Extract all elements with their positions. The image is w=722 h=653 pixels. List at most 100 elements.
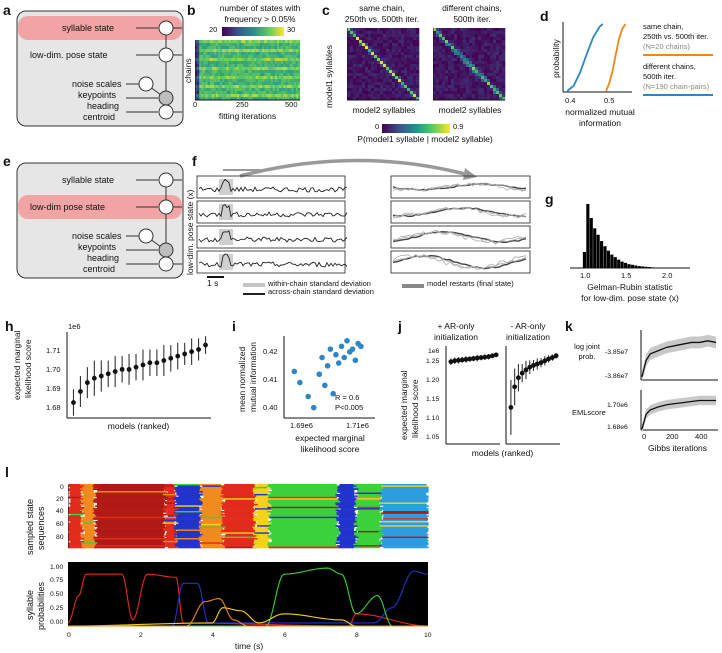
state-segment	[253, 492, 269, 495]
matrix-cell	[442, 88, 446, 92]
matrix-cell	[499, 58, 503, 62]
state-segment	[200, 546, 226, 549]
matrix-cell	[392, 34, 396, 38]
matrix-cell	[356, 85, 360, 89]
heatmap-cell	[264, 76, 267, 80]
matrix-cell	[353, 85, 357, 89]
state-segment	[165, 520, 175, 523]
heatmap-cell	[287, 94, 290, 98]
panel-f-scalebar	[207, 276, 224, 278]
heatmap-cell	[220, 88, 223, 92]
matrix-cell	[350, 49, 354, 53]
matrix-cell	[439, 94, 443, 98]
state-segment	[82, 495, 97, 498]
state-segment	[200, 499, 222, 502]
state-segment	[253, 515, 271, 518]
state-segment	[93, 484, 168, 486]
heatmap-cell	[234, 52, 238, 56]
state-segment	[200, 516, 223, 519]
state-segment	[81, 489, 94, 492]
matrix-cell	[436, 46, 440, 50]
matrix-cell	[475, 82, 479, 86]
matrix-cell	[386, 64, 390, 68]
scatter-point	[305, 393, 311, 400]
heatmap-cell	[283, 88, 286, 92]
matrix-cell	[469, 91, 473, 95]
matrix-cell	[401, 76, 405, 80]
heatmap-cell	[224, 46, 227, 50]
matrix-cell	[478, 61, 482, 65]
heatmap-cell	[295, 43, 299, 47]
matrix-cell	[365, 61, 369, 65]
heatmap-cell	[239, 97, 242, 101]
matrix-cell	[365, 43, 369, 47]
matrix-cell	[407, 37, 411, 41]
matrix-cell	[463, 97, 467, 101]
matrix-cell	[439, 88, 443, 92]
matrix-cell	[439, 76, 443, 80]
matrix-cell	[487, 88, 491, 92]
matrix-cell	[350, 73, 354, 77]
matrix-cell	[457, 55, 461, 59]
state-segment	[271, 538, 338, 540]
heatmap-cell	[230, 76, 234, 80]
state-segment	[202, 485, 225, 488]
matrix-cell	[433, 94, 437, 98]
panel-b-colorbar-max: 30	[287, 25, 296, 34]
scatter-point	[335, 360, 342, 366]
matrix-cell	[347, 61, 351, 65]
heatmap-cell	[203, 46, 206, 50]
heatmap-cell	[264, 46, 267, 50]
matrix-cell	[401, 61, 405, 65]
matrix-cell	[368, 31, 372, 35]
matrix-cell	[380, 52, 384, 56]
matrix-cell	[463, 37, 467, 41]
matrix-cell	[413, 31, 417, 35]
heatmap-cell	[253, 61, 257, 65]
histogram-bar	[582, 252, 586, 268]
matrix-cell	[436, 58, 440, 62]
state-segment	[357, 506, 381, 509]
state-segment	[198, 484, 222, 486]
heatmap-cell	[211, 76, 215, 80]
matrix-cell	[466, 55, 470, 59]
matrix-cell	[439, 49, 443, 53]
state-segment	[337, 498, 360, 500]
panel-k-xtick-0: 0	[642, 432, 647, 441]
model-point	[542, 358, 548, 364]
state-segment	[80, 535, 96, 537]
state-segment	[85, 530, 95, 533]
matrix-cell	[472, 61, 476, 65]
state-segment	[337, 526, 355, 529]
state-segment	[383, 515, 429, 518]
heatmap-cell	[213, 82, 217, 86]
matrix-cell	[457, 46, 461, 50]
scatter-point	[319, 354, 325, 361]
panel-d-legend-blue-3: (N=190 chain-pairs)	[643, 82, 710, 91]
heatmap-cell	[251, 58, 255, 62]
heatmap-cell	[291, 61, 295, 65]
model-point	[549, 355, 555, 360]
state-segment	[164, 502, 176, 505]
state-segment	[269, 486, 338, 489]
heatmap-cell	[262, 88, 265, 92]
heatmap-cell	[283, 85, 286, 89]
matrix-cell	[395, 97, 399, 101]
heatmap-cell	[281, 40, 284, 44]
state-segment	[70, 520, 82, 523]
state-segment	[96, 533, 165, 536]
state-segment	[166, 530, 176, 533]
matrix-cell	[350, 61, 354, 65]
state-segment	[383, 546, 429, 549]
panel-l-top-ylabel-2: sequences	[36, 506, 46, 550]
matrix-cell	[347, 79, 351, 83]
heatmap-cell	[266, 73, 269, 77]
heatmap-cell	[226, 97, 229, 101]
panel-d-ylabel: probability	[551, 39, 561, 78]
matrix-cell	[490, 79, 494, 83]
matrix-cell	[436, 61, 440, 65]
heatmap-cell	[209, 61, 213, 65]
heatmap-cell	[283, 64, 286, 68]
matrix-cell	[359, 79, 363, 83]
heatmap-cell	[247, 97, 250, 101]
